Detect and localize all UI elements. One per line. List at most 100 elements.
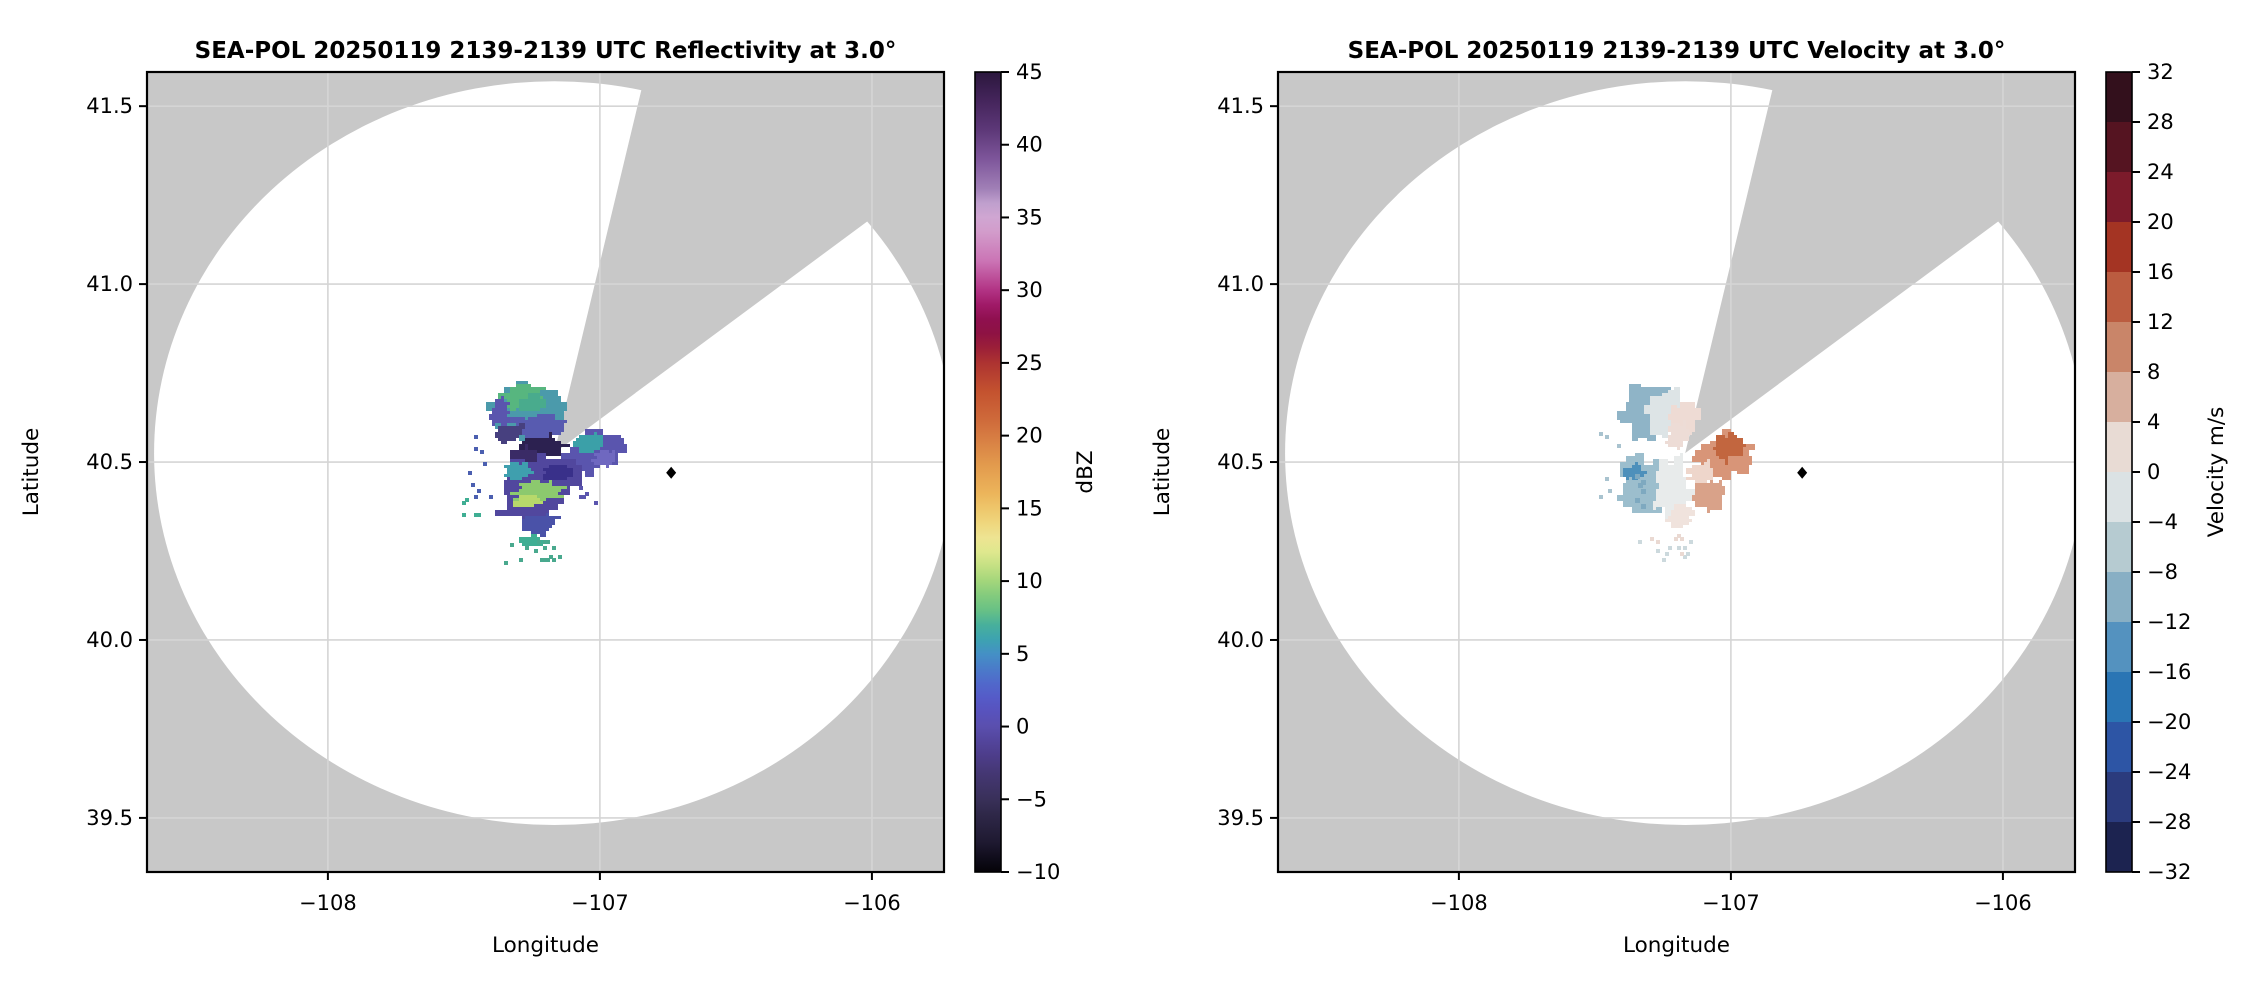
colorbar-segment (2106, 622, 2132, 673)
y-tick-label: 41.5 (1217, 94, 1264, 118)
echo-speckle (1680, 537, 1684, 541)
echo-speckle (1674, 537, 1678, 541)
echo-speckle (1662, 558, 1666, 562)
colorbar-tick-label: 35 (1016, 205, 1043, 229)
echo-region (522, 513, 561, 537)
plot-frame (145, 70, 946, 874)
echo-speckle (582, 495, 586, 499)
echo-speckle (1617, 444, 1621, 448)
velocity-plot: −108 −107 −106 41.5 41.0 40.5 40.0 39.5 SEA-POL … (1150, 38, 2229, 958)
echo-speckle (1689, 540, 1693, 544)
plot-title: SEA-POL 20250119 2139-2139 UTC Reflectiv… (195, 38, 897, 64)
colorbar-tick-label: 8 (2147, 360, 2160, 384)
echo-speckle (519, 558, 523, 562)
echo-speckle (1638, 540, 1642, 544)
echo-speckle (525, 546, 529, 550)
colorbar-tick-label: 25 (1016, 351, 1043, 375)
reflectivity-colorbar: 45 40 35 30 25 20 15 10 5 0 −5 −10 dBZ (974, 60, 1098, 884)
colorbar-segment (2106, 322, 2132, 373)
colorbar-segment (2106, 522, 2132, 573)
echo-speckle (474, 447, 478, 451)
colorbar-tick-label: 10 (1016, 569, 1043, 593)
colorbar-tick-label: −8 (2147, 560, 2178, 584)
colorbar-tick-label: 5 (1016, 642, 1029, 666)
gridlines (1278, 72, 2075, 872)
y-tick-label: 40.5 (1217, 450, 1264, 474)
missing-data-sector (554, 72, 944, 454)
y-axis-label: Latitude (19, 428, 44, 517)
echo-speckle (1641, 489, 1646, 494)
colorbar-tick-label: 30 (1016, 278, 1043, 302)
colorbar-tick-label: −28 (2147, 810, 2191, 834)
echo-speckle (537, 540, 541, 544)
echo-region (486, 396, 510, 429)
echo-speckle (552, 546, 556, 550)
echo-speckle (1680, 552, 1684, 556)
echo-region (1692, 474, 1725, 513)
echo-speckle (477, 513, 481, 517)
colorbar-tick-label: 24 (2147, 160, 2174, 184)
echo-speckle (477, 489, 481, 493)
colorbar-tick-label: −20 (2147, 710, 2191, 734)
colorbar-segment (2106, 222, 2132, 273)
plot-title: SEA-POL 20250119 2139-2139 UTC Velocity … (1348, 38, 2006, 64)
echo-speckle (543, 558, 547, 562)
echo-speckle (540, 558, 544, 562)
echo-region (1713, 432, 1746, 465)
colorbar-segment (2106, 72, 2132, 123)
colorbar-tick-label: −32 (2147, 860, 2191, 884)
colorbar-unit-label: Velocity m/s (2204, 407, 2229, 538)
echo-speckle (1668, 546, 1672, 550)
echo-speckle (1677, 534, 1681, 538)
colorbar-tick-label: 16 (2147, 260, 2174, 284)
echo-speckle (504, 561, 508, 565)
echo-region (1665, 504, 1695, 528)
echo-speckle (1599, 432, 1603, 436)
echo-speckle (1635, 498, 1640, 503)
colorbar-tick-label: 45 (1016, 60, 1043, 84)
axis-ticks (139, 105, 873, 880)
y-tick-label: 40.5 (86, 450, 133, 474)
missing-data-sector (1685, 72, 2075, 454)
y-tick-label: 41.0 (86, 272, 133, 296)
echo-speckle (474, 435, 478, 439)
echo-region (1686, 459, 1719, 483)
plot-area (147, 72, 944, 872)
echo-speckle (1605, 477, 1609, 481)
echo-speckle (1683, 555, 1687, 559)
x-tick-label: −106 (843, 891, 901, 915)
echo-speckle (1686, 552, 1690, 556)
colorbar-segment (2106, 122, 2132, 173)
echo-speckle (474, 513, 478, 517)
echo-speckle (579, 486, 583, 490)
colorbar-segment (2106, 272, 2132, 323)
echo-speckle (1665, 552, 1669, 556)
colorbar-tick-label: −10 (1016, 860, 1060, 884)
colorbar-tick-label: −16 (2147, 660, 2191, 684)
echo-region (1623, 462, 1647, 480)
echo-speckle (1683, 546, 1687, 550)
reflectivity-echoes (462, 381, 627, 565)
echo-speckle (546, 558, 550, 562)
y-tick-label: 39.5 (86, 806, 133, 830)
echo-speckle (471, 483, 475, 487)
echo-region (519, 393, 546, 411)
echo-speckle (543, 546, 547, 550)
x-tick-label: −106 (1974, 891, 2032, 915)
colorbar-tick-label: 0 (2147, 460, 2160, 484)
velocity-panel: −108 −107 −106 41.5 41.0 40.5 40.0 39.5 SEA-POL … (1131, 0, 2262, 990)
echo-speckle (1605, 435, 1609, 439)
colorbar-tick-label: −24 (2147, 760, 2191, 784)
x-tick-label: −107 (571, 891, 629, 915)
echo-speckle (1608, 489, 1612, 493)
echo-speckle (549, 555, 553, 559)
colorbar-tick-label: 20 (1016, 424, 1043, 448)
colorbar-segment (2106, 422, 2132, 473)
echo-speckle (474, 495, 478, 499)
poi-diamond-marker (1797, 466, 1808, 479)
x-tick-label: −107 (1702, 891, 1760, 915)
y-tick-label: 41.5 (86, 94, 133, 118)
echo-speckle (1638, 483, 1643, 488)
echo-speckle (585, 492, 589, 496)
